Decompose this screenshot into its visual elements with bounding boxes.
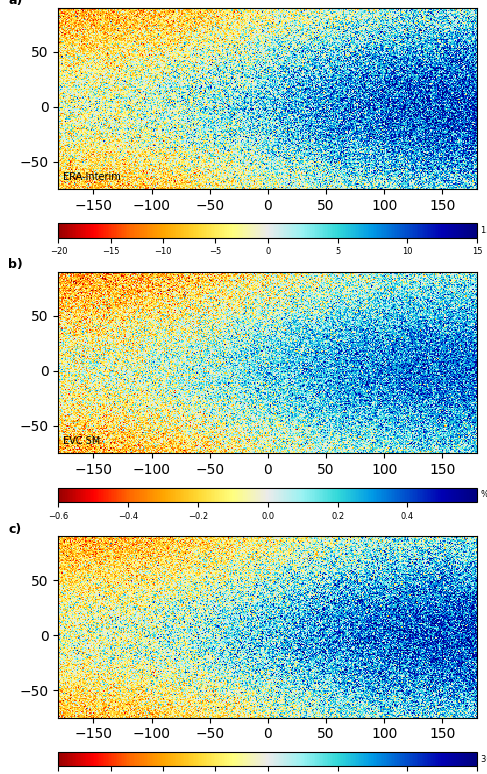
Text: ERA-Interim: ERA-Interim <box>63 172 120 182</box>
Text: 30 mm yr⁻¹: 30 mm yr⁻¹ <box>482 755 487 763</box>
Text: a): a) <box>8 0 22 7</box>
Text: b): b) <box>8 259 23 272</box>
Text: % yr⁻¹: % yr⁻¹ <box>482 490 487 499</box>
Text: EVC SM: EVC SM <box>63 437 100 446</box>
Text: c): c) <box>8 522 21 536</box>
Text: 15 mm yr⁻¹: 15 mm yr⁻¹ <box>482 226 487 235</box>
